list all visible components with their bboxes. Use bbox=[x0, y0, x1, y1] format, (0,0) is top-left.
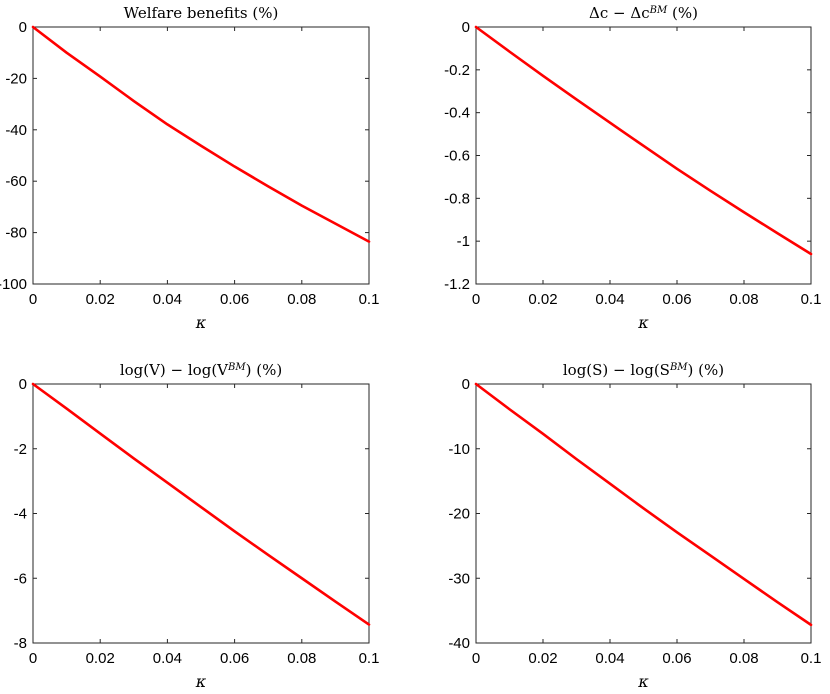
x-tick-label: 0.08 bbox=[729, 650, 758, 667]
y-tick-label: -20 bbox=[5, 70, 27, 87]
subplot-1: 0 0.02 0.04 0.06 0.08 0.1 0 -20 -40 -60 -80 -100 Wel… bbox=[0, 4, 379, 332]
x-tick-label: 0.02 bbox=[86, 650, 115, 667]
y-tick-label: -0.8 bbox=[444, 190, 470, 207]
y-tick-label: -100 bbox=[0, 276, 27, 293]
x-tick-label: 0.04 bbox=[595, 650, 624, 667]
x-tick-label: 0.06 bbox=[662, 650, 691, 667]
x-axis-label: κ bbox=[195, 672, 207, 691]
y-tick-label: -1 bbox=[457, 233, 470, 250]
chart-title: log(V) − log(VBM) (%) bbox=[120, 361, 282, 379]
y-tick-label: -20 bbox=[448, 506, 470, 523]
y-tick-label: -0.4 bbox=[444, 105, 470, 122]
x-tick-label: 0.06 bbox=[662, 291, 691, 308]
x-tick-label: 0.1 bbox=[359, 291, 380, 308]
x-tick-label: 0.08 bbox=[287, 291, 316, 308]
y-tick-label: -4 bbox=[14, 506, 27, 523]
x-axis-label: κ bbox=[195, 313, 207, 332]
x-tick-label: 0.02 bbox=[86, 291, 115, 308]
series-line bbox=[474, 25, 813, 256]
y-tick-label: -0.2 bbox=[444, 62, 470, 79]
series-line bbox=[31, 382, 371, 626]
x-tick-label: 0.1 bbox=[359, 650, 380, 667]
y-tick-label: -30 bbox=[448, 570, 470, 587]
chart-title: log(S) − log(SBM) (%) bbox=[563, 361, 724, 379]
y-tick-label: -0.6 bbox=[444, 148, 470, 165]
x-tick-label: 0 bbox=[29, 291, 37, 308]
x-tick-label: 0.08 bbox=[729, 291, 758, 308]
y-tick-label: -10 bbox=[448, 441, 470, 458]
charts-container: 00.020.040.060.080.10-20-40-60-80-100Wel… bbox=[0, 4, 821, 691]
series-line bbox=[474, 382, 813, 627]
x-axis-label: κ bbox=[637, 672, 649, 691]
x-tick-label: 0 bbox=[29, 650, 37, 667]
x-axis-label: κ bbox=[637, 313, 649, 332]
subplot-3: 0 0.02 0.04 0.06 0.08 0.1 0 -2 -4 -6 -8 log(V) − lo… bbox=[14, 361, 380, 691]
y-tick-label: -40 bbox=[5, 122, 27, 139]
x-tick-label: 0.04 bbox=[153, 650, 182, 667]
y-tick-label: -2 bbox=[14, 441, 27, 458]
subplot-2: 0 0.02 0.04 0.06 0.08 0.1 0 -0.2 -0.4 -0.6 -0.8 -1 -… bbox=[444, 4, 821, 332]
y-tick-label: -60 bbox=[5, 173, 27, 190]
x-tick-label: 0.04 bbox=[595, 291, 624, 308]
y-tick-label: -6 bbox=[14, 570, 27, 587]
x-tick-label: 0 bbox=[472, 650, 480, 667]
axes-box bbox=[475, 26, 812, 285]
y-tick-label: 0 bbox=[19, 376, 27, 393]
subplot-4: 0 0.02 0.04 0.06 0.08 0.1 0 -10 -20 -30 -40 log(S) … bbox=[448, 361, 821, 691]
x-tick-label: 0.1 bbox=[801, 650, 822, 667]
x-tick-label: 0.02 bbox=[528, 650, 557, 667]
x-tick-label: 0.04 bbox=[153, 291, 182, 308]
y-tick-label: 0 bbox=[462, 376, 470, 393]
x-tick-label: 0.08 bbox=[287, 650, 316, 667]
x-tick-label: 0.06 bbox=[220, 291, 249, 308]
chart-title: Welfare benefits (%) bbox=[124, 4, 279, 22]
x-tick-label: 0 bbox=[472, 291, 480, 308]
x-tick-label: 0.1 bbox=[801, 291, 822, 308]
y-tick-label: -8 bbox=[14, 635, 27, 652]
y-tick-label: -40 bbox=[448, 635, 470, 652]
chart-title: Δc − ΔcBM (%) bbox=[589, 4, 698, 22]
y-tick-label: -1.2 bbox=[444, 276, 470, 293]
y-tick-label: 0 bbox=[462, 19, 470, 36]
y-tick-label: 0 bbox=[19, 19, 27, 36]
x-tick-label: 0.02 bbox=[528, 291, 557, 308]
y-tick-label: -80 bbox=[5, 225, 27, 242]
x-tick-label: 0.06 bbox=[220, 650, 249, 667]
axes-box bbox=[32, 383, 370, 644]
series-line bbox=[31, 25, 371, 243]
